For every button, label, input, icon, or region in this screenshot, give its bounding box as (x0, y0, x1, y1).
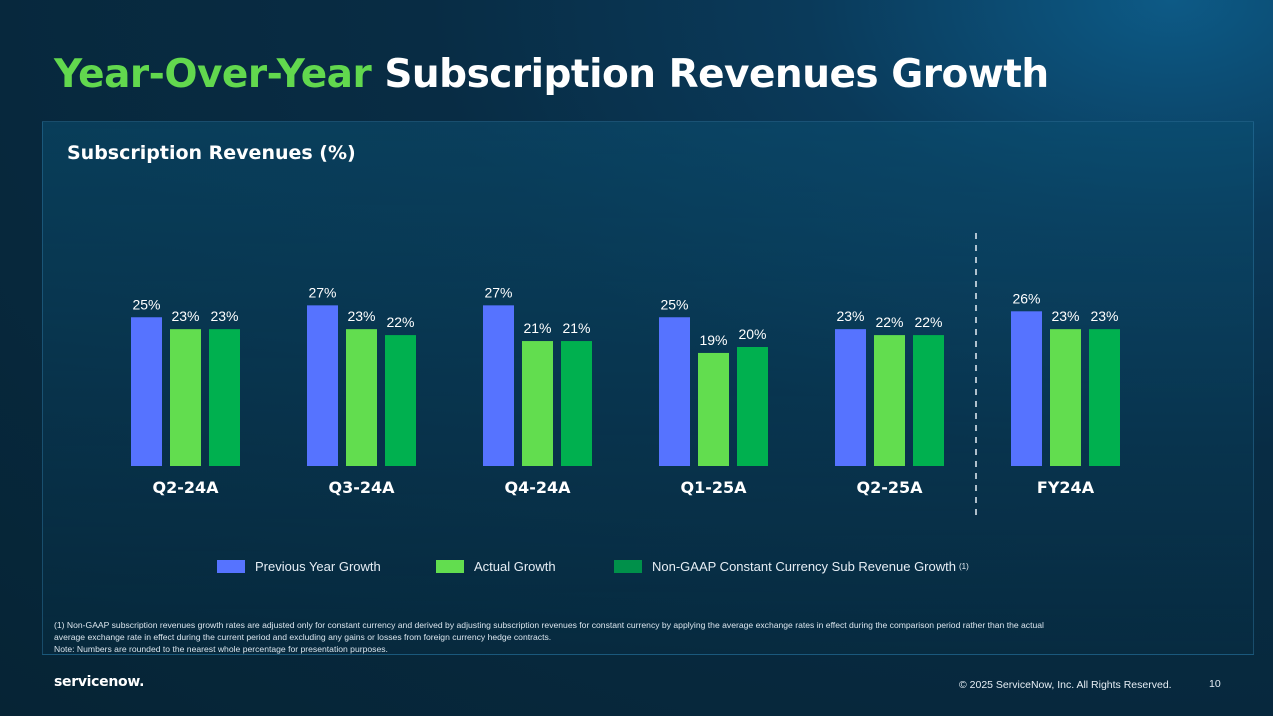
category-label-fy24a: FY24A (1037, 478, 1095, 497)
data-label-previous-q2-24a: 25% (132, 296, 160, 312)
data-label-non-gaap-q2-25a: 22% (914, 314, 942, 330)
title-rest: Subscription Revenues Growth (384, 52, 1049, 97)
bar-non-gaap-q1-25a (737, 347, 768, 466)
bar-actual-q3-24a (346, 329, 377, 466)
category-label-q2-24a: Q2-24A (152, 478, 219, 497)
bar-previous-q2-25a (835, 329, 866, 466)
footnotes: (1) Non-GAAP subscription revenues growt… (54, 619, 1204, 655)
bar-non-gaap-q2-24a (209, 329, 240, 466)
category-label-q2-25a: Q2-25A (856, 478, 923, 497)
category-label-q4-24a: Q4-24A (504, 478, 571, 497)
data-label-actual-fy24a: 23% (1051, 308, 1079, 324)
legend-label-actual: Actual Growth (474, 559, 556, 574)
chart-title: Subscription Revenues (%) (67, 142, 356, 164)
data-label-non-gaap-fy24a: 23% (1090, 308, 1118, 324)
bar-actual-q4-24a (522, 341, 553, 466)
bar-previous-q2-24a (131, 317, 162, 466)
data-label-actual-q4-24a: 21% (523, 320, 551, 336)
data-label-actual-q1-25a: 19% (699, 332, 727, 348)
data-label-previous-q1-25a: 25% (660, 296, 688, 312)
bar-non-gaap-q4-24a (561, 341, 592, 466)
bar-previous-q4-24a (483, 305, 514, 466)
bar-previous-fy24a (1011, 311, 1042, 466)
legend-swatch-non-gaap (614, 560, 642, 573)
servicenow-logo: servicenow. (54, 674, 145, 690)
bar-previous-q1-25a (659, 317, 690, 466)
bar-non-gaap-q3-24a (385, 335, 416, 466)
slide-title: Year-Over-Year Subscription Revenues Gro… (54, 52, 1049, 97)
bar-actual-q1-25a (698, 352, 729, 466)
footnote-1: (1) Non-GAAP subscription revenues growt… (54, 620, 1044, 630)
legend-label-previous: Previous Year Growth (255, 559, 381, 574)
legend-item-non-gaap: Non-GAAP Constant Currency Sub Revenue G… (614, 559, 969, 574)
bar-actual-fy24a (1050, 329, 1081, 466)
legend-item-previous: Previous Year Growth (217, 559, 381, 574)
data-label-actual-q3-24a: 23% (347, 308, 375, 324)
bar-actual-q2-25a (874, 335, 905, 466)
bar-non-gaap-fy24a (1089, 329, 1120, 466)
bar-non-gaap-q2-25a (913, 335, 944, 466)
bar-previous-q3-24a (307, 305, 338, 466)
chart-legend: Previous Year Growth Actual Growth Non-G… (43, 559, 1253, 579)
legend-swatch-actual (436, 560, 464, 573)
footnote-1-cont: average exchange rate in effect during t… (54, 632, 552, 642)
data-label-non-gaap-q2-24a: 23% (210, 308, 238, 324)
data-label-non-gaap-q3-24a: 22% (386, 314, 414, 330)
legend-swatch-previous (217, 560, 245, 573)
legend-item-actual: Actual Growth (436, 559, 556, 574)
data-label-previous-fy24a: 26% (1012, 290, 1040, 306)
data-label-non-gaap-q4-24a: 21% (562, 320, 590, 336)
bar-chart: 25% 23% 23% Q2-24A 27% 23% 22% Q3-24A 27% 21% 21% Q… (131, 233, 1120, 520)
footnote-note: Note: Numbers are rounded to the nearest… (54, 644, 388, 654)
chart-panel: Subscription Revenues (%) 25% 23% 23% Q2-24… (42, 121, 1254, 655)
title-accent: Year-Over-Year (54, 52, 372, 97)
legend-footnote-ref: (1) (958, 562, 969, 571)
data-label-previous-q4-24a: 27% (484, 284, 512, 300)
bar-actual-q2-24a (170, 329, 201, 466)
data-label-previous-q3-24a: 27% (308, 284, 336, 300)
category-label-q3-24a: Q3-24A (328, 478, 395, 497)
page-number: 10 (1209, 678, 1221, 690)
copyright: © 2025 ServiceNow, Inc. All Rights Reser… (959, 679, 1172, 691)
data-label-previous-q2-25a: 23% (836, 308, 864, 324)
legend-label-non-gaap: Non-GAAP Constant Currency Sub Revenue G… (652, 559, 956, 574)
data-label-actual-q2-25a: 22% (875, 314, 903, 330)
data-label-actual-q2-24a: 23% (171, 308, 199, 324)
category-label-q1-25a: Q1-25A (680, 478, 747, 497)
data-label-non-gaap-q1-25a: 20% (738, 326, 766, 342)
